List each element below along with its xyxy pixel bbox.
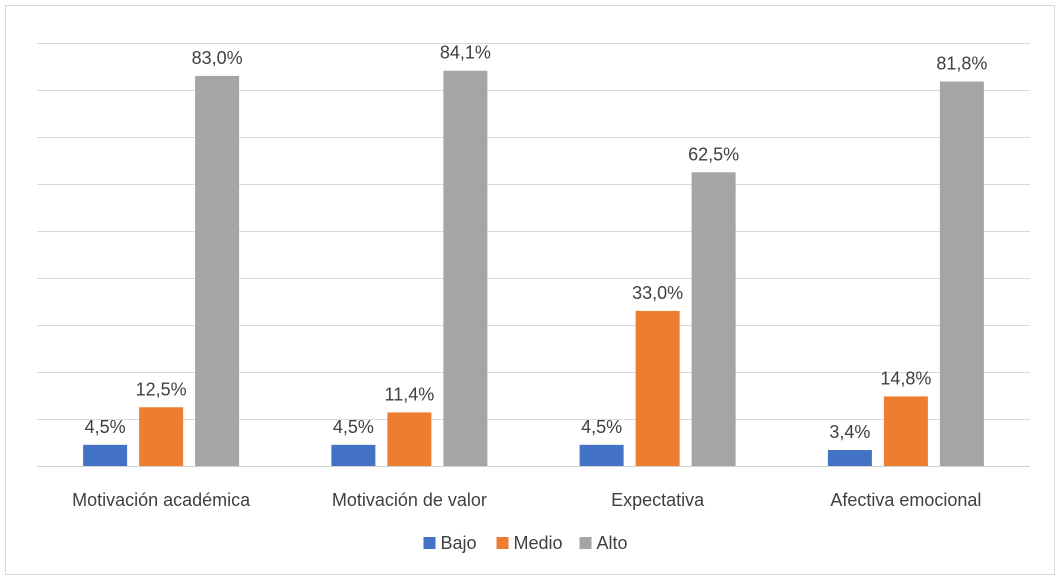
data-label: 11,4% — [385, 384, 435, 404]
legend-label: Alto — [597, 533, 628, 553]
bar-alto — [195, 75, 240, 467]
legend-label: Medio — [514, 533, 563, 553]
category-label: Motivación académica — [72, 490, 251, 510]
legend-label: Bajo — [441, 533, 477, 553]
bar-alto — [939, 81, 984, 466]
bar-bajo — [579, 444, 624, 466]
data-label: 83,0% — [192, 48, 243, 68]
data-label: 14,8% — [880, 368, 931, 388]
bar-bajo — [827, 450, 872, 466]
bar-medio — [387, 412, 432, 466]
data-label: 84,1% — [440, 43, 491, 63]
chart-frame — [5, 5, 1055, 575]
bar-medio — [883, 396, 928, 466]
bar-medio — [635, 310, 680, 466]
data-label: 12,5% — [136, 379, 187, 399]
category-label: Afectiva emocional — [830, 490, 981, 510]
category-label: Expectativa — [611, 490, 705, 510]
bar-alto — [691, 172, 736, 466]
data-label: 3,4% — [829, 422, 870, 442]
data-label: 81,8% — [936, 54, 987, 74]
legend-swatch-alto — [579, 537, 592, 549]
data-label: 4,5% — [333, 417, 374, 437]
bar-medio — [139, 407, 184, 466]
data-label: 62,5% — [688, 144, 739, 164]
data-label: 33,0% — [632, 283, 683, 303]
bar-bajo — [331, 444, 376, 466]
legend-swatch-medio — [496, 537, 509, 549]
legend-swatch-bajo — [423, 537, 436, 549]
data-label: 4,5% — [85, 417, 126, 437]
bar-bajo — [83, 444, 128, 466]
data-label: 4,5% — [581, 417, 622, 437]
category-label: Motivación de valor — [332, 490, 487, 510]
bar-alto — [443, 70, 488, 466]
